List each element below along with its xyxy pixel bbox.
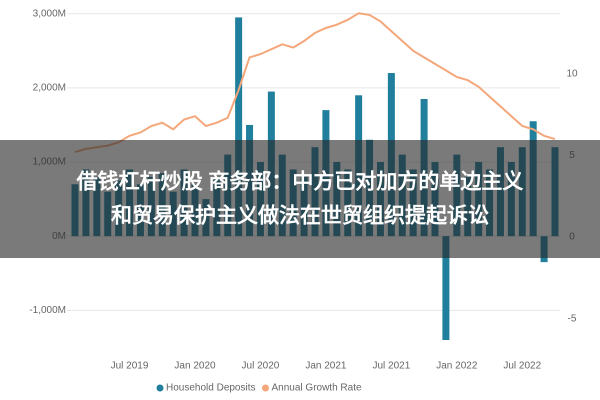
line bbox=[74, 12, 556, 154]
x-tick-label: Jul 2022 bbox=[503, 361, 541, 372]
banner bbox=[0, 140, 600, 258]
x-tick-label: Jan 2021 bbox=[305, 361, 347, 372]
x-tick-label: Jul 2021 bbox=[372, 361, 410, 372]
legend-marker bbox=[262, 384, 269, 392]
y-tick-label: -1,000M bbox=[29, 305, 66, 316]
legend-label: Household Deposits bbox=[166, 383, 256, 394]
legend-label: Annual Growth Rate bbox=[272, 383, 362, 394]
x-tick-label: Jan 2022 bbox=[436, 361, 478, 372]
x-tick-label: Jan 2020 bbox=[174, 361, 216, 372]
y2-tick-label: 10 bbox=[566, 68, 578, 79]
y-tick-label: 2,000M bbox=[33, 83, 66, 94]
x-tick-label: Jul 2019 bbox=[111, 361, 149, 372]
legend: Household Deposits Annual Growth Rate bbox=[156, 383, 362, 394]
legend-marker bbox=[156, 384, 164, 392]
bar bbox=[442, 236, 450, 340]
banner-text: 和贸易保护主义做法在世贸组织提起诉讼 bbox=[111, 204, 489, 228]
y-tick-label: 3,000M bbox=[33, 8, 66, 19]
x-tick-label: Jul 2020 bbox=[242, 361, 280, 372]
y2-tick-label: -5 bbox=[568, 313, 577, 324]
banner-text: 借钱杠杆炒股 商务部：中方已对加方的单边主义 bbox=[76, 170, 524, 194]
bar bbox=[235, 17, 243, 237]
